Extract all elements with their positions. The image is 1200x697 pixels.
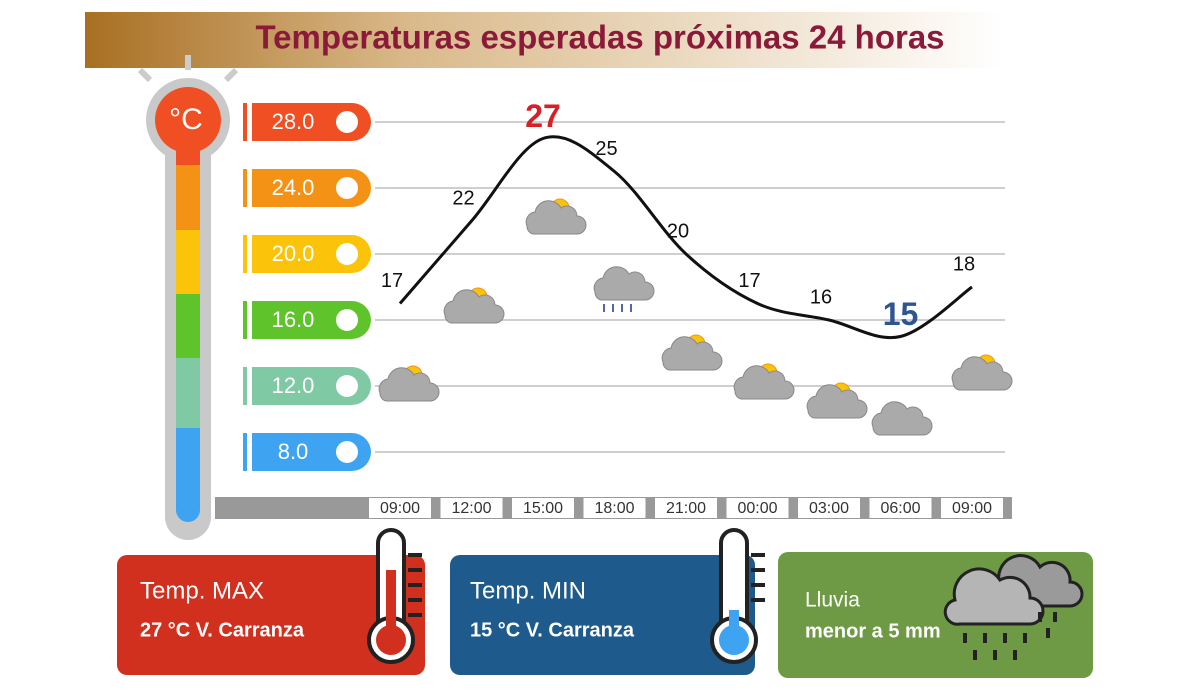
tick-tag xyxy=(252,367,371,405)
chart-title: Temperaturas esperadas próximas 24 horas xyxy=(255,19,944,56)
tick-tag xyxy=(252,169,371,207)
weather-icon xyxy=(443,287,505,324)
cloud xyxy=(806,384,868,419)
weather-icon xyxy=(661,334,723,371)
data-label: 18 xyxy=(953,253,975,275)
x-tick-box xyxy=(655,498,717,518)
x-tick-label: 03:00 xyxy=(809,500,849,517)
tick-tag-dot xyxy=(336,309,358,331)
x-tick-label: 09:00 xyxy=(380,500,420,517)
data-label: 16 xyxy=(810,286,832,308)
data-label: 25 xyxy=(595,138,617,160)
tick-tag-edge xyxy=(243,103,247,141)
x-tick-box xyxy=(440,498,503,518)
tick-tag-dot xyxy=(336,375,358,397)
weather-icon xyxy=(733,363,795,400)
y-tick-label: 12.0 xyxy=(272,373,315,398)
data-label: 17 xyxy=(381,270,403,292)
x-tick-box xyxy=(869,498,932,518)
x-tick-label: 12:00 xyxy=(451,500,491,517)
cloud xyxy=(951,356,1013,391)
card-min: Temp. MIN 15 °C V. Carranza xyxy=(450,528,765,675)
card-label: Temp. MAX xyxy=(140,577,264,604)
x-tick-label: 00:00 xyxy=(737,500,777,517)
tick-tag-dot xyxy=(336,111,358,133)
cloud xyxy=(871,401,933,436)
card-rain: Lluvia menor a 5 mm xyxy=(778,552,1093,678)
x-tick-box xyxy=(798,498,860,518)
weather-icon xyxy=(806,382,868,419)
temperature-line xyxy=(398,135,973,340)
tick-tag-edge xyxy=(243,433,247,471)
plot: 28.0 24.0 20.0 16.0 12.0 8.0 09:00 12:00 15:00 18… xyxy=(243,98,1013,518)
tick-tag xyxy=(252,235,371,273)
data-label: 20 xyxy=(667,220,689,242)
tick-tag-edge xyxy=(243,235,247,273)
unit-badge: °C xyxy=(169,103,203,136)
card-label: Lluvia xyxy=(805,589,860,612)
tick-tag-edge xyxy=(243,169,247,207)
y-tick-label: 28.0 xyxy=(272,109,315,134)
card-label: Temp. MIN xyxy=(470,577,586,604)
y-tick-label: 20.0 xyxy=(272,241,315,266)
cloud xyxy=(443,289,505,324)
tick-tag-edge xyxy=(243,367,247,405)
tick-tag xyxy=(252,103,371,141)
data-label: 22 xyxy=(452,187,474,209)
x-tick-box xyxy=(726,498,789,518)
weather-icon xyxy=(378,365,440,402)
weather-icon xyxy=(951,354,1013,391)
cloud xyxy=(661,336,723,371)
x-tick-label: 15:00 xyxy=(523,500,563,517)
tick-tag xyxy=(252,433,371,471)
x-tick-box xyxy=(941,498,1003,518)
tick-tag-dot xyxy=(336,177,358,199)
y-tick-label: 24.0 xyxy=(272,175,315,200)
thermometer: °C xyxy=(137,55,239,540)
x-tick-label: 18:00 xyxy=(594,500,634,517)
data-label: 17 xyxy=(738,270,760,292)
cloud xyxy=(733,365,795,400)
x-tick-box xyxy=(369,498,431,518)
x-tick-box xyxy=(583,498,646,518)
tick-tag-dot xyxy=(336,243,358,265)
data-label: 27 xyxy=(525,98,561,134)
card-max: Temp. MAX 27 °C V. Carranza xyxy=(117,528,425,675)
cloud xyxy=(525,200,587,235)
weather-icon xyxy=(871,401,933,436)
x-tick-box xyxy=(512,498,574,518)
cloud xyxy=(378,367,440,402)
y-tick-label: 16.0 xyxy=(272,307,315,332)
card-detail: 15 °C V. Carranza xyxy=(470,619,635,641)
card-detail: menor a 5 mm xyxy=(805,620,941,642)
card-detail: 27 °C V. Carranza xyxy=(140,619,305,641)
x-tick-label: 06:00 xyxy=(880,500,920,517)
tick-tag xyxy=(252,301,371,339)
weather-icon xyxy=(525,198,587,235)
tick-tag-edge xyxy=(243,301,247,339)
y-tick-label: 8.0 xyxy=(278,439,309,464)
title-bar xyxy=(85,12,1005,68)
cloud xyxy=(593,266,655,301)
weather-icon xyxy=(593,266,655,312)
x-tick-label: 09:00 xyxy=(952,500,992,517)
x-tick-label: 21:00 xyxy=(666,500,706,517)
data-label: 15 xyxy=(883,296,919,332)
tick-tag-dot xyxy=(336,441,358,463)
